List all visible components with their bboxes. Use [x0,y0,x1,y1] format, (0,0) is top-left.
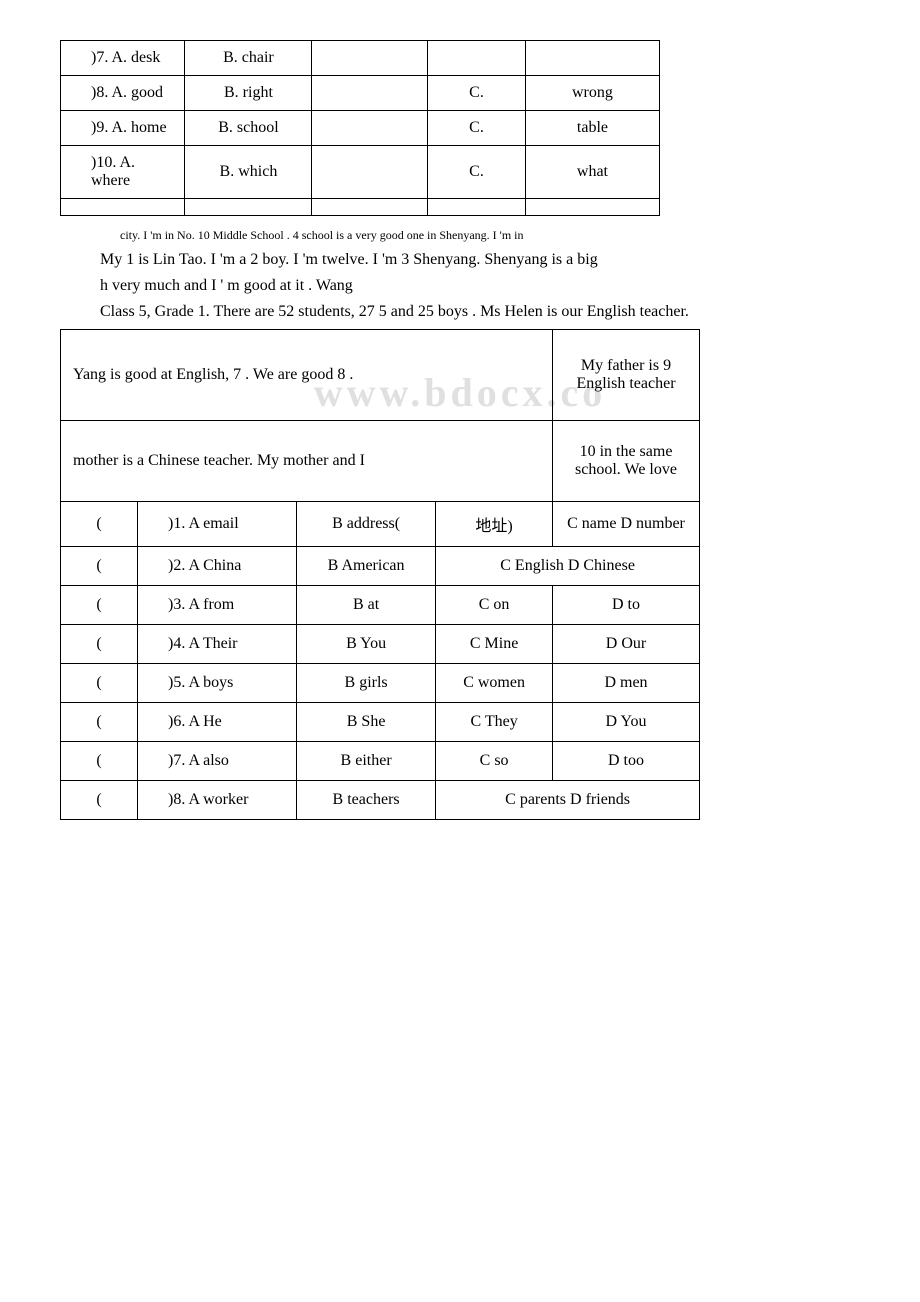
cell [525,199,659,216]
table-row: ( )8. A worker B teachers C parents D fr… [61,781,700,820]
cell: ( [61,502,138,547]
cell: B. school [185,111,312,146]
cell: B You [297,625,436,664]
table-row: ( )5. A boys B girls C women D men [61,664,700,703]
cell: B address( [297,502,436,547]
cell: B at [297,586,436,625]
table-row [61,199,660,216]
cell [428,41,526,76]
options-table-1: )7. A. desk B. chair )8. A. good B. righ… [60,40,660,216]
cell: )5. A boys [138,664,297,703]
cell: )8. A. good [61,76,185,111]
cell: )7. A also [138,742,297,781]
cell: )10. A. where [61,146,185,199]
cell [312,111,428,146]
cell: B girls [297,664,436,703]
small-context-line: city. I 'm in No. 10 Middle School . 4 s… [120,228,860,243]
cell: ( [61,781,138,820]
cell [312,41,428,76]
cell: )1. A email [138,502,297,547]
table-row: ( )7. A also B either C so D too [61,742,700,781]
cell: )4. A Their [138,625,297,664]
cell: ( [61,742,138,781]
table-row: ( )2. A China B American C English D Chi… [61,547,700,586]
cell: ( [61,664,138,703]
cell: Yang is good at English, 7 . We are good… [61,330,553,421]
cell: C name D number [553,502,700,547]
cell: B teachers [297,781,436,820]
table-row: )8. A. good B. right C. wrong [61,76,660,111]
cell [185,199,312,216]
cell: B either [297,742,436,781]
table-row: Yang is good at English, 7 . We are good… [61,330,700,421]
cell: )3. A from [138,586,297,625]
cell: D too [553,742,700,781]
table-row: )7. A. desk B. chair [61,41,660,76]
table-row: ( )4. A Their B You C Mine D Our [61,625,700,664]
paragraph-3: Class 5, Grade 1. There are 52 students,… [60,303,860,321]
cell: )8. A worker [138,781,297,820]
cell: ( [61,547,138,586]
cell: My father is 9 English teacher [553,330,700,421]
cell: D to [553,586,700,625]
cell: B She [297,703,436,742]
cell [525,41,659,76]
table-row: ( )6. A He B She C They D You [61,703,700,742]
cell: ( [61,703,138,742]
cell: )7. A. desk [61,41,185,76]
cell [428,199,526,216]
options-table-2: Yang is good at English, 7 . We are good… [60,329,700,820]
cell: C. [428,111,526,146]
cell: C. [428,146,526,199]
cell: ( [61,586,138,625]
cell: D You [553,703,700,742]
cell: B. chair [185,41,312,76]
cell: D men [553,664,700,703]
cell [61,199,185,216]
cell: B. right [185,76,312,111]
cell: )2. A China [138,547,297,586]
table-row: ( )3. A from B at C on D to [61,586,700,625]
cell: C English D Chinese [436,547,700,586]
cell: C parents D friends [436,781,700,820]
cell: )6. A He [138,703,297,742]
cell [312,146,428,199]
cell [312,76,428,111]
cell: C. [428,76,526,111]
cell: ( [61,625,138,664]
cell: )9. A. home [61,111,185,146]
cell: C so [436,742,553,781]
cell: B. which [185,146,312,199]
cell: table [525,111,659,146]
cell: C on [436,586,553,625]
paragraph-1: My 1 is Lin Tao. I 'm a 2 boy. I 'm twel… [60,251,860,269]
cell: what [525,146,659,199]
cell: 地址) [436,502,553,547]
table-row: )10. A. where B. which C. what [61,146,660,199]
cell [312,199,428,216]
cell: D Our [553,625,700,664]
cell: 10 in the same school. We love [553,421,700,502]
cell: mother is a Chinese teacher. My mother a… [61,421,553,502]
cell: C They [436,703,553,742]
cell: C women [436,664,553,703]
table-row: mother is a Chinese teacher. My mother a… [61,421,700,502]
cell: B American [297,547,436,586]
paragraph-2: h very much and I ' m good at it . Wang [60,277,860,295]
table-row: )9. A. home B. school C. table [61,111,660,146]
cell: wrong [525,76,659,111]
table-row: ( )1. A email B address( 地址) C name D nu… [61,502,700,547]
cell: C Mine [436,625,553,664]
